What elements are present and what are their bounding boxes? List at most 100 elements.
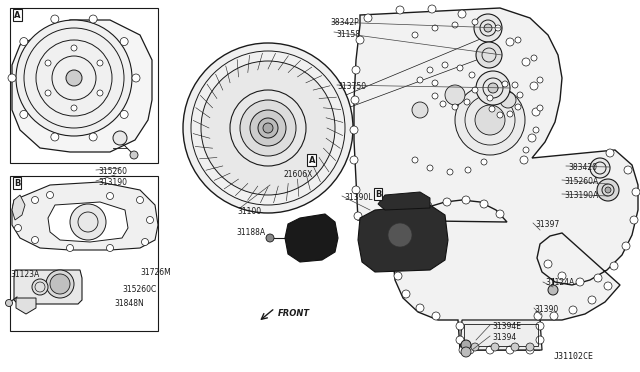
Circle shape [432,25,438,31]
Text: 31848N: 31848N [114,299,144,308]
Circle shape [455,85,525,155]
Circle shape [452,104,458,110]
Circle shape [136,196,143,203]
Circle shape [472,19,478,25]
Circle shape [484,22,492,30]
Circle shape [183,43,353,213]
Circle shape [452,22,458,28]
Circle shape [536,336,544,344]
Circle shape [534,312,542,320]
Circle shape [16,20,132,136]
Circle shape [604,282,612,290]
Circle shape [465,167,471,173]
Text: 315260C: 315260C [122,285,156,294]
Circle shape [558,272,566,280]
Circle shape [457,65,463,71]
Circle shape [31,196,38,203]
Circle shape [50,274,70,294]
Circle shape [45,60,51,66]
Circle shape [520,156,528,164]
Circle shape [240,100,296,156]
Circle shape [506,346,514,354]
Text: 31390L: 31390L [344,193,372,202]
Circle shape [350,126,358,134]
Circle shape [461,340,471,350]
Circle shape [442,62,448,68]
Circle shape [447,169,453,175]
Text: 31726M: 31726M [140,268,171,277]
Polygon shape [460,320,542,350]
Text: 383420: 383420 [568,163,597,172]
Circle shape [550,312,558,320]
Circle shape [459,346,467,354]
Circle shape [480,200,488,208]
Polygon shape [285,214,338,262]
Circle shape [487,95,493,101]
Circle shape [537,105,543,111]
Circle shape [350,156,358,164]
Circle shape [481,159,487,165]
Circle shape [66,70,82,86]
Circle shape [120,38,128,45]
Circle shape [445,85,465,105]
Circle shape [20,38,28,45]
Polygon shape [358,205,448,272]
Circle shape [106,244,113,251]
Text: 21606X: 21606X [284,170,314,179]
Circle shape [548,285,558,295]
Circle shape [31,237,38,244]
Circle shape [469,72,475,78]
Circle shape [416,304,424,312]
Text: A: A [13,10,20,19]
Text: 313750: 313750 [337,82,366,91]
Circle shape [258,118,278,138]
Circle shape [474,14,502,42]
Circle shape [475,105,505,135]
Circle shape [472,87,478,93]
Circle shape [402,290,410,298]
Circle shape [461,347,471,357]
Polygon shape [378,192,430,210]
Text: 31124A: 31124A [545,278,574,287]
Circle shape [432,80,438,86]
Circle shape [456,336,464,344]
Circle shape [536,322,544,330]
Circle shape [71,105,77,111]
Circle shape [147,217,154,224]
Circle shape [89,15,97,23]
Text: 31100: 31100 [237,207,261,216]
Circle shape [471,343,479,351]
Circle shape [630,216,638,224]
Circle shape [132,74,140,82]
Circle shape [130,151,138,159]
Circle shape [394,272,402,280]
Circle shape [97,60,103,66]
Text: 313190: 313190 [98,178,127,187]
Circle shape [352,66,360,74]
Circle shape [476,71,510,105]
Text: 31390: 31390 [534,305,558,314]
Circle shape [266,234,274,242]
Circle shape [354,212,362,220]
Circle shape [515,37,521,43]
Polygon shape [354,8,638,350]
Text: FRONT: FRONT [278,310,310,318]
Text: 31158: 31158 [336,30,360,39]
Bar [464,324,538,346]
Circle shape [51,133,59,141]
Circle shape [522,58,530,66]
Text: B: B [375,189,381,199]
Circle shape [594,274,602,282]
Circle shape [489,106,495,112]
Circle shape [412,157,418,163]
Circle shape [517,92,523,98]
Text: 313190A: 313190A [564,191,598,200]
Circle shape [486,346,494,354]
Circle shape [432,93,438,99]
Circle shape [530,82,538,90]
Bar [10,8,158,163]
Text: A: A [308,155,316,164]
Circle shape [412,32,418,38]
Circle shape [464,99,470,105]
Circle shape [569,306,577,314]
